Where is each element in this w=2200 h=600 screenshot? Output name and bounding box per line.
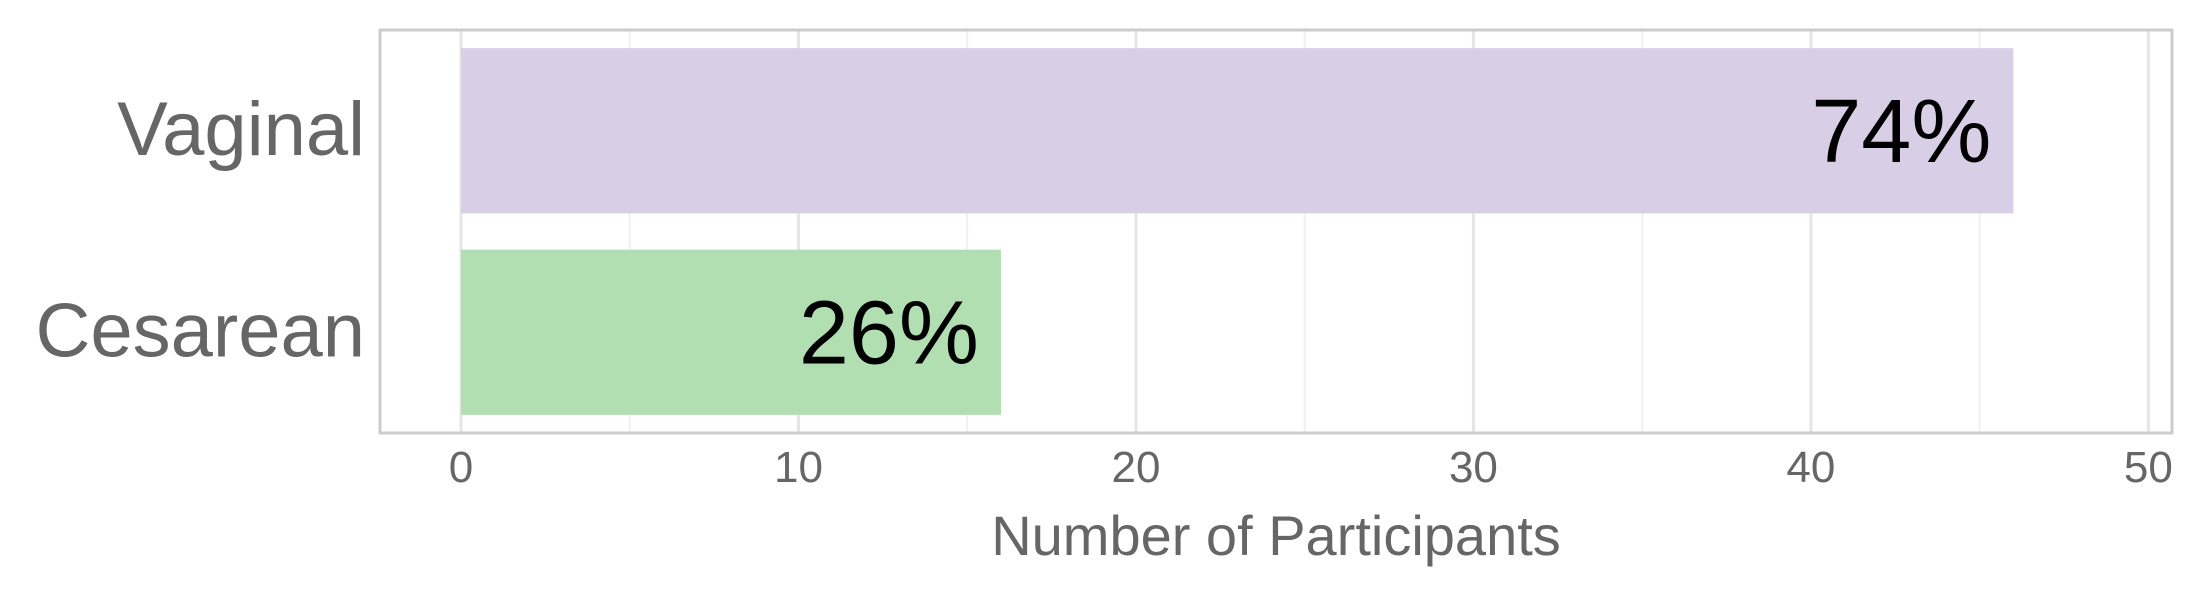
category-label: Vaginal (117, 87, 365, 172)
labels: 0 10 20 30 40 50 Vaginal 74% Cesarean 26% (35, 82, 2172, 492)
x-tick-label: 10 (774, 443, 823, 492)
x-tick-label: 50 (2124, 443, 2173, 492)
bar-cesarean (460, 249, 1001, 415)
x-tick-label: 40 (1786, 443, 1835, 492)
bars (460, 48, 2014, 415)
bar-vaginal (460, 48, 2014, 214)
plot-panel-border (378, 28, 2174, 435)
x-tick-label: 30 (1449, 443, 1498, 492)
bar-data-label: 74% (1811, 82, 1991, 182)
x-tick-label: 20 (1111, 443, 1160, 492)
bar-data-label: 26% (799, 283, 979, 383)
category-label: Cesarean (35, 288, 365, 373)
x-tick-label: 0 (449, 443, 473, 492)
x-axis-title: Number of Participants (991, 504, 1561, 567)
